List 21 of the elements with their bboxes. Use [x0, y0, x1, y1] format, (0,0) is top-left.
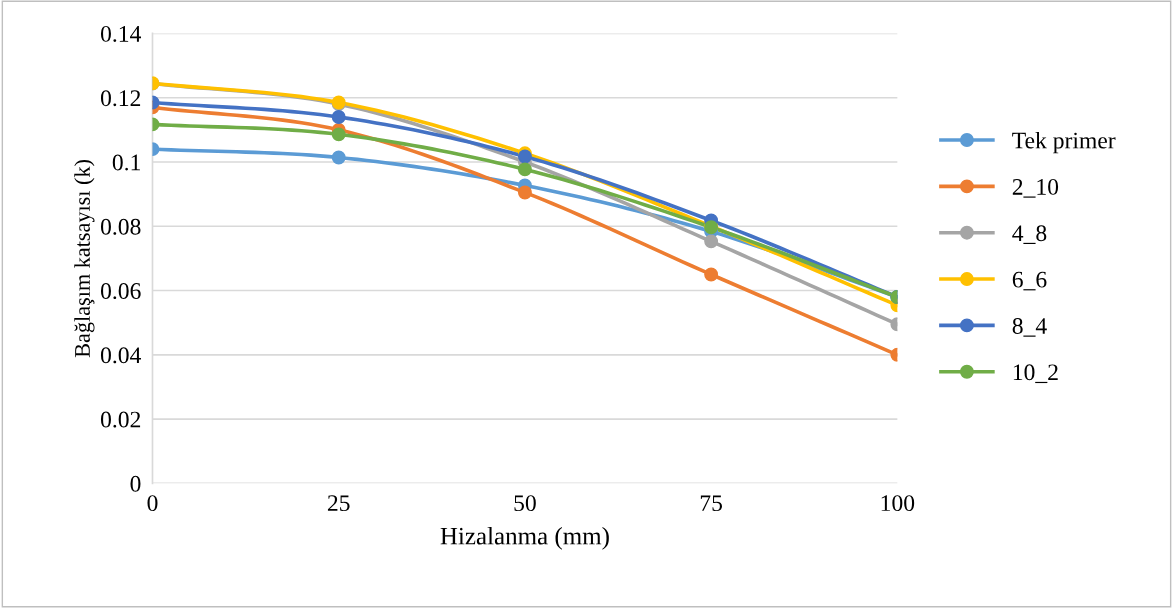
- legend-label: 6_6: [1012, 271, 1047, 291]
- y-tick-label: 0.1: [112, 154, 140, 171]
- legend-label: 2_10: [1012, 178, 1059, 198]
- legend-label: 10_2: [1013, 364, 1058, 384]
- y-axis-title: Bağlaşım katsayısı (k): [74, 160, 95, 358]
- y-tick-label: 0.06: [100, 283, 141, 300]
- x-tick-label: 0: [147, 495, 158, 512]
- legend-label: 4_8: [1012, 225, 1047, 245]
- x-tick-label: 25: [327, 495, 350, 512]
- y-tick-label: 0.12: [100, 90, 141, 107]
- legend-label: 8_4: [1012, 317, 1047, 337]
- y-tick-label: 0.02: [100, 411, 141, 428]
- y-tick-label: 0: [130, 475, 141, 492]
- y-tick-label: 0.08: [100, 218, 141, 235]
- y-tick-label: 0.04: [100, 347, 142, 364]
- x-tick-label: 50: [514, 495, 536, 512]
- x-axis-title: Hizalanma (mm): [440, 526, 609, 550]
- legend-label: Tek primer: [1012, 131, 1116, 154]
- y-tick-label: 0.14: [100, 25, 142, 42]
- x-tick-label: 75: [700, 495, 723, 512]
- x-tick-label: 100: [881, 495, 915, 512]
